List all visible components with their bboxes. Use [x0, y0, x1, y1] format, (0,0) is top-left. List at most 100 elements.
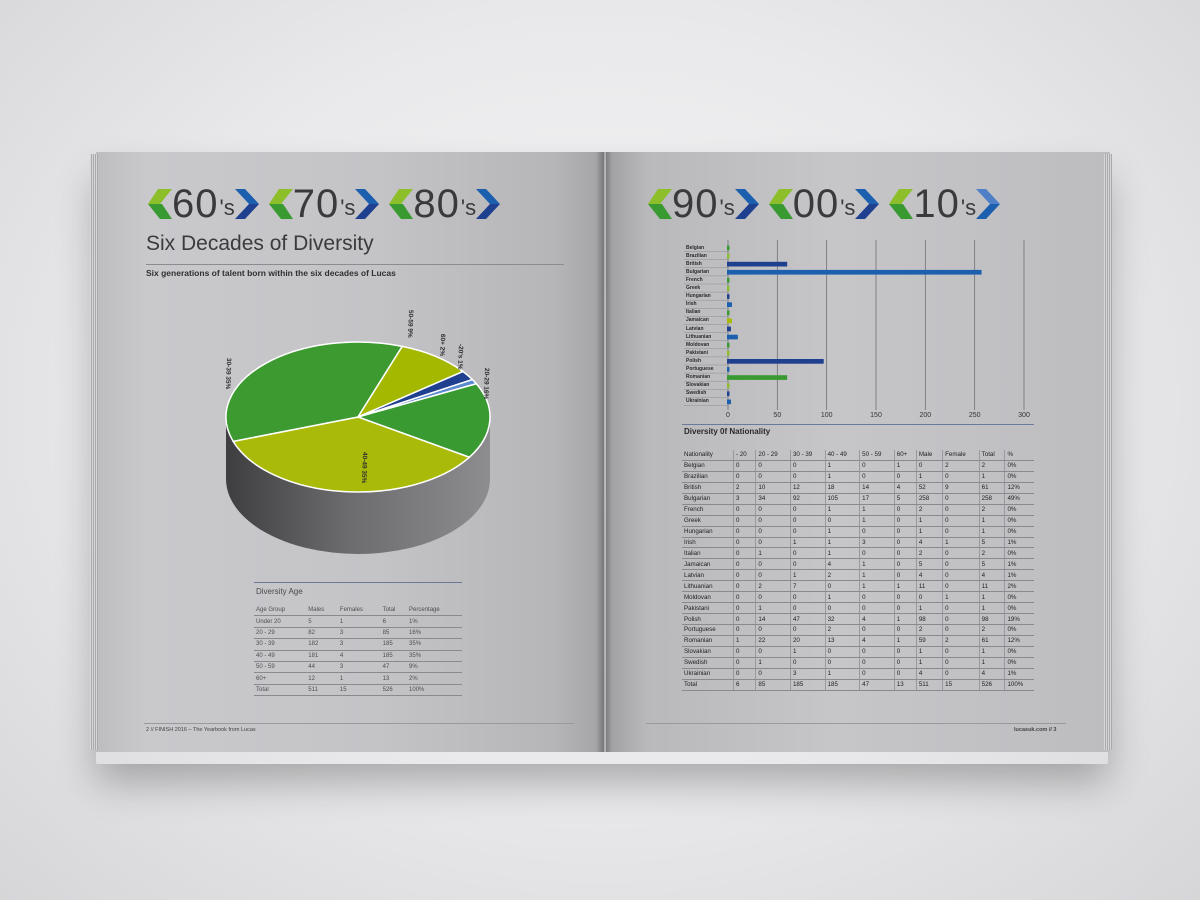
table-cell: 14 [859, 482, 895, 494]
table-cell: 0 [942, 668, 980, 680]
table-row: Ukrainian 0 0 3 1 0 0 4 0 4 1% [682, 668, 1034, 680]
table-row: Moldovan 0 0 0 1 0 0 0 1 1 0% [682, 591, 1034, 604]
chevron-left-icon [268, 189, 293, 219]
bar-label-slovakian: Slovakian [686, 382, 710, 389]
table-cell: 0 [893, 537, 917, 549]
table-cell: Jamaican [682, 558, 734, 571]
table-cell: 185 [380, 650, 408, 662]
table-cell: 1 [789, 646, 826, 658]
table-cell: 2 [824, 624, 860, 636]
footer-right: lucasuk.com // 3 [1014, 727, 1057, 733]
table-cell: 0 [859, 646, 895, 658]
table-cell: 1 [915, 526, 943, 538]
footer-left: 2 // FINISH 2016 – The Yearbook from Luc… [146, 727, 256, 733]
pie-label-20-29: 20-29 16% [481, 367, 490, 400]
table-row: 40 - 49 181 4 185 35% [254, 650, 462, 662]
table-cell: 20 [789, 635, 826, 647]
bar-belgian [727, 245, 730, 251]
table-cell: 0 [755, 526, 791, 538]
bar-label-hungarian: Hungarian [686, 293, 711, 300]
table-cell: 35% [407, 650, 462, 662]
table-cell: 0 [942, 624, 980, 636]
table-cell: 1% [1004, 537, 1034, 549]
table-cell: 4 [859, 635, 895, 647]
table-cell: 1% [1004, 569, 1034, 582]
table-cell: 1 [859, 515, 895, 527]
table-cell: 13 [380, 672, 408, 685]
table-cell: Brazilian [682, 471, 734, 483]
table-cell: 3 [859, 537, 895, 549]
table-cell: 0 [755, 504, 791, 516]
right-decade-header: 90's 00's 10's [648, 182, 1001, 226]
table-cell: 2 [978, 624, 1005, 636]
table-cell: 0 [733, 580, 756, 593]
pie-label-40-49: 40-49 35% [359, 451, 368, 484]
table-cell: 0 [733, 646, 756, 658]
table-cell: 4 [915, 569, 943, 582]
column-header: Total [978, 450, 1005, 461]
table-cell: 1 [755, 547, 791, 560]
table-cell: 1 [824, 668, 860, 680]
table-cell: 1 [978, 526, 1005, 538]
table-cell: 0% [1004, 602, 1034, 615]
table-cell: 30 - 39 [254, 638, 307, 651]
bar-label-bulgarian: Bulgarian [686, 268, 710, 275]
table-cell: 0 [942, 504, 980, 516]
table-cell: 1 [915, 471, 943, 483]
table-cell: 47 [380, 661, 408, 674]
table-cell: 4 [824, 558, 860, 571]
table-cell: Ukrainian [682, 668, 734, 680]
table-cell: 0 [893, 526, 917, 538]
bar-greek [727, 286, 730, 291]
footer-rule-left [144, 723, 574, 724]
table-cell: 0 [755, 569, 791, 582]
table-cell: 258 [978, 493, 1005, 505]
table-row: Total 6 85 185 185 47 13 511 15 526 100% [682, 679, 1034, 691]
table-cell: 1 [978, 657, 1005, 669]
table-cell: 0 [893, 515, 917, 527]
table-cell: 1 [942, 591, 980, 604]
table-cell: Slovakian [682, 646, 734, 658]
table-cell: 1 [859, 580, 895, 593]
table-row: Portuguese 0 0 0 2 0 0 2 0 2 0% [682, 624, 1034, 636]
column-header: 60+ [893, 450, 917, 461]
bar-label-italian: Italian [686, 309, 701, 316]
table-cell: 0 [893, 668, 917, 680]
table-cell: 1 [978, 591, 1005, 604]
table-cell: Portuguese [682, 624, 734, 636]
table-row: 30 - 39 182 3 185 35% [254, 638, 462, 651]
table-cell: 0 [942, 515, 980, 527]
table-cell: 0 [942, 657, 980, 669]
table-cell: 0% [1004, 526, 1034, 538]
table-cell: 0 [789, 460, 826, 472]
chevron-left-icon [768, 189, 793, 219]
table-cell: 0 [915, 460, 943, 472]
table-cell: 16% [407, 627, 462, 640]
table-cell: 35% [407, 638, 462, 651]
table-cell: 12% [1004, 635, 1034, 647]
table-cell: 4 [893, 482, 917, 494]
table-cell: 0 [789, 515, 826, 527]
table-cell: 5 [978, 558, 1005, 571]
age-table-header: Age Group Males Females Total Percentage [254, 605, 462, 617]
chevron-left-icon [889, 189, 914, 219]
table-cell: 10 [755, 482, 791, 494]
decade-suffix: 's [719, 195, 735, 220]
table-cell: 0 [789, 624, 826, 636]
table-cell: 47 [859, 679, 895, 691]
table-cell: 0 [755, 471, 791, 483]
table-cell: 0 [859, 657, 895, 669]
table-cell: 0% [1004, 515, 1034, 527]
table-cell: 0 [733, 526, 756, 538]
chevron-right-icon [734, 189, 759, 219]
table-row: Slovakian 0 0 1 0 0 0 1 0 1 0% [682, 646, 1034, 658]
decade-number: 90 [672, 182, 719, 226]
table-cell: 82 [306, 627, 338, 640]
table-cell: British [682, 482, 734, 494]
table-cell: 6 [733, 679, 756, 691]
bar-label-jamaican: Jamaican [686, 317, 709, 324]
table-cell: 0% [1004, 460, 1034, 472]
table-cell: 3 [337, 627, 381, 640]
column-header: Males [306, 605, 338, 617]
table-cell: 2 [978, 547, 1005, 560]
